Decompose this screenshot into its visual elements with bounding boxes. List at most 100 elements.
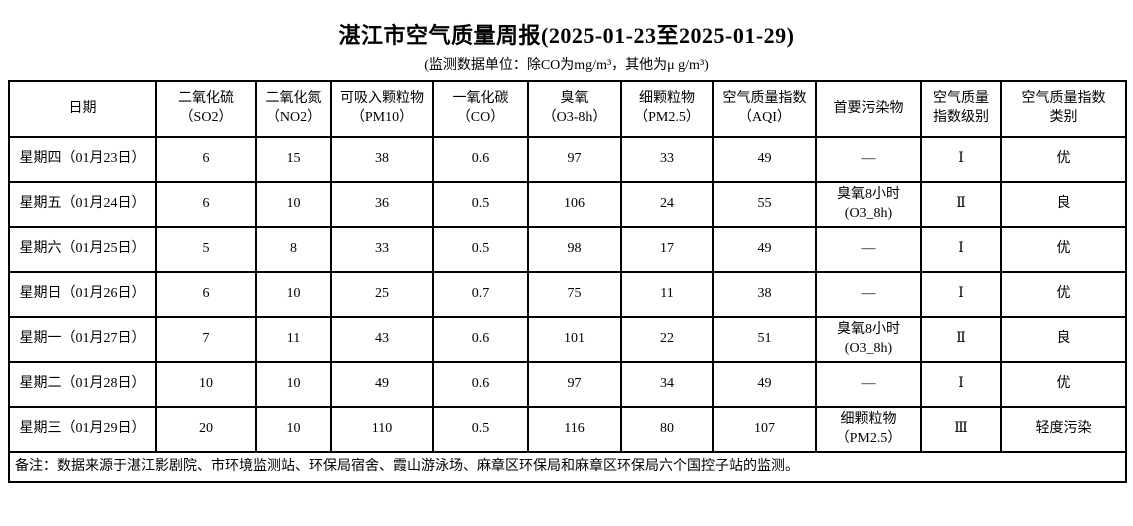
data-cell: 36: [330, 181, 434, 228]
header-cell: 空气质量 指数级别: [920, 80, 1002, 138]
header-cell: 空气质量指数 （AQI）: [712, 80, 817, 138]
data-cell: 20: [155, 406, 257, 453]
date-cell: 星期二（01月28日）: [8, 361, 157, 408]
data-cell: Ⅱ: [920, 181, 1002, 228]
data-cell: 0.5: [432, 181, 529, 228]
data-cell: 臭氧8小时 (O3_8h): [815, 181, 922, 228]
data-cell: 10: [255, 181, 332, 228]
data-cell: 51: [712, 316, 817, 363]
data-cell: 101: [527, 316, 622, 363]
date-cell: 星期一（01月27日）: [8, 316, 157, 363]
data-cell: 55: [712, 181, 817, 228]
report-subtitle: (监测数据单位：除CO为mg/m³，其他为μ g/m³): [424, 58, 709, 73]
data-cell: 8: [255, 226, 332, 273]
data-cell: 43: [330, 316, 434, 363]
table-body: 星期四（01月23日） 6 15 38 0.6 97 33 49— Ⅰ 优星期五（01月24日） 6…: [8, 136, 1127, 453]
data-cell: 34: [620, 361, 714, 408]
date-cell: 星期三（01月29日）: [8, 406, 157, 453]
table-footer: 备注：数据来源于湛江影剧院、市环境监测站、环保局宿舍、霞山游泳场、麻章区环保局和…: [8, 451, 1127, 483]
table-row: 星期二（01月28日） 10 10 49 0.6 97 34 49— Ⅰ 优: [8, 361, 1127, 408]
data-cell: 116: [527, 406, 622, 453]
data-cell: 97: [527, 136, 622, 183]
data-cell: 臭氧8小时 (O3_8h): [815, 316, 922, 363]
data-cell: 17: [620, 226, 714, 273]
data-cell: 11: [255, 316, 332, 363]
table-row: 星期五（01月24日） 6 10 36 0.5 106 24 55 臭氧8小时 (O3_8h) Ⅱ…: [8, 181, 1127, 228]
data-cell: 6: [155, 136, 257, 183]
header-cell: 臭氧 （O3-8h）: [527, 80, 622, 138]
header-cell: 日期: [8, 80, 157, 138]
table-footnote: 备注：数据来源于湛江影剧院、市环境监测站、环保局宿舍、霞山游泳场、麻章区环保局和…: [8, 451, 1127, 483]
data-cell: 0.5: [432, 406, 529, 453]
data-cell: 优: [1000, 361, 1127, 408]
data-cell: —: [815, 271, 922, 318]
data-cell: 10: [155, 361, 257, 408]
data-cell: Ⅰ: [920, 226, 1002, 273]
data-cell: 80: [620, 406, 714, 453]
data-cell: 15: [255, 136, 332, 183]
data-cell: Ⅱ: [920, 316, 1002, 363]
header-cell: 二氧化硫 （SO2）: [155, 80, 257, 138]
data-cell: 24: [620, 181, 714, 228]
data-cell: 33: [330, 226, 434, 273]
date-cell: 星期四（01月23日）: [8, 136, 157, 183]
data-cell: —: [815, 136, 922, 183]
data-cell: 10: [255, 271, 332, 318]
header-row: 日期 二氧化硫 （SO2） 二氧化氮 （NO2） 可吸入颗粒物 （PM10） 一氧化碳 …: [8, 80, 1127, 138]
data-cell: Ⅰ: [920, 361, 1002, 408]
data-cell: 优: [1000, 226, 1127, 273]
data-cell: 110: [330, 406, 434, 453]
table-row: 星期三（01月29日） 20 10 110 0.5 116 80 107 细颗粒物 （PM2.5…: [8, 406, 1127, 453]
data-cell: 25: [330, 271, 434, 318]
table-row: 星期日（01月26日） 6 10 25 0.7 75 11 38— Ⅰ 优: [8, 271, 1127, 318]
data-cell: 细颗粒物 （PM2.5）: [815, 406, 922, 453]
data-cell: Ⅲ: [920, 406, 1002, 453]
table-row: 星期六（01月25日） 5 8 33 0.5 98 17 49— Ⅰ 优: [8, 226, 1127, 273]
header-cell: 可吸入颗粒物 （PM10）: [330, 80, 434, 138]
table-row: 星期四（01月23日） 6 15 38 0.6 97 33 49— Ⅰ 优: [8, 136, 1127, 183]
data-cell: 0.5: [432, 226, 529, 273]
data-cell: 7: [155, 316, 257, 363]
data-cell: 22: [620, 316, 714, 363]
data-cell: 优: [1000, 136, 1127, 183]
date-cell: 星期六（01月25日）: [8, 226, 157, 273]
data-cell: 49: [712, 361, 817, 408]
header-cell: 一氧化碳 （CO）: [432, 80, 529, 138]
report-title: 湛江市空气质量周报(2025-01-23至2025-01-29): [338, 23, 795, 48]
air-quality-table: 日期 二氧化硫 （SO2） 二氧化氮 （NO2） 可吸入颗粒物 （PM10） 一氧化碳 …: [8, 80, 1127, 483]
data-cell: 6: [155, 271, 257, 318]
data-cell: 98: [527, 226, 622, 273]
data-cell: 10: [255, 406, 332, 453]
data-cell: 0.6: [432, 136, 529, 183]
data-cell: 6: [155, 181, 257, 228]
data-cell: 33: [620, 136, 714, 183]
data-cell: 0.7: [432, 271, 529, 318]
data-cell: 0.6: [432, 316, 529, 363]
data-cell: 10: [255, 361, 332, 408]
data-cell: 107: [712, 406, 817, 453]
data-cell: 49: [330, 361, 434, 408]
data-cell: 0.6: [432, 361, 529, 408]
date-cell: 星期日（01月26日）: [8, 271, 157, 318]
data-cell: 优: [1000, 271, 1127, 318]
data-cell: —: [815, 361, 922, 408]
footnote-row: 备注：数据来源于湛江影剧院、市环境监测站、环保局宿舍、霞山游泳场、麻章区环保局和…: [8, 451, 1127, 483]
data-cell: 97: [527, 361, 622, 408]
table-row: 星期一（01月27日） 7 11 43 0.6 101 22 51 臭氧8小时 (O3_8h) Ⅱ…: [8, 316, 1127, 363]
data-cell: 49: [712, 136, 817, 183]
data-cell: 良: [1000, 316, 1127, 363]
data-cell: 轻度污染: [1000, 406, 1127, 453]
data-cell: 106: [527, 181, 622, 228]
data-cell: 38: [330, 136, 434, 183]
table-header: 日期 二氧化硫 （SO2） 二氧化氮 （NO2） 可吸入颗粒物 （PM10） 一氧化碳 …: [8, 80, 1127, 138]
data-cell: 良: [1000, 181, 1127, 228]
header-cell: 二氧化氮 （NO2）: [255, 80, 332, 138]
header-cell: 细颗粒物 （PM2.5）: [620, 80, 714, 138]
date-cell: 星期五（01月24日）: [8, 181, 157, 228]
header-cell: 空气质量指数 类别: [1000, 80, 1127, 138]
data-cell: Ⅰ: [920, 271, 1002, 318]
data-cell: 11: [620, 271, 714, 318]
data-cell: 38: [712, 271, 817, 318]
header-cell: 首要污染物: [815, 80, 922, 138]
